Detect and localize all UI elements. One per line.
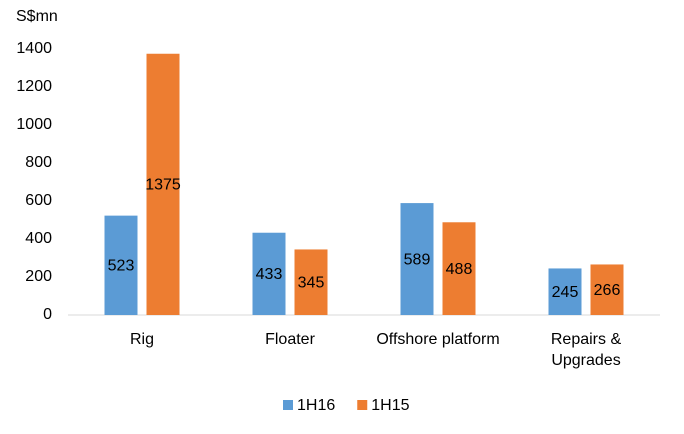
data-label: 433 xyxy=(256,266,283,283)
bar xyxy=(442,222,476,315)
x-tick-label: Rig xyxy=(129,331,154,348)
x-tick-label: Repairs & Upgrades xyxy=(550,331,622,369)
y-tick-label: 1000 xyxy=(16,116,52,133)
bar xyxy=(146,53,180,315)
y-tick-label: 400 xyxy=(25,230,52,247)
y-tick-label: 1400 xyxy=(16,40,52,57)
bar xyxy=(400,203,434,315)
data-label: 266 xyxy=(594,282,621,299)
y-axis-label: S$mn xyxy=(16,8,58,25)
data-label: 523 xyxy=(108,258,135,275)
bar xyxy=(104,215,138,315)
y-tick-label: 0 xyxy=(43,306,52,323)
legend-swatch xyxy=(283,400,293,410)
bar xyxy=(548,268,582,315)
bar xyxy=(294,249,328,315)
data-label: 589 xyxy=(404,251,431,268)
x-tick-label: Floater xyxy=(265,331,315,348)
data-label: 488 xyxy=(446,261,473,278)
legend-swatch xyxy=(357,400,368,410)
data-label: 245 xyxy=(552,284,579,301)
y-tick-label: 200 xyxy=(25,268,52,285)
x-tick-label: Offshore platform xyxy=(376,331,500,348)
y-tick-label: 1200 xyxy=(16,78,52,95)
bar xyxy=(252,232,286,315)
data-label: 345 xyxy=(298,274,325,291)
y-tick-label: 800 xyxy=(25,154,52,171)
legend-label: 1H16 xyxy=(297,397,335,414)
y-tick-label: 600 xyxy=(25,192,52,209)
data-label: 1375 xyxy=(145,177,181,194)
bar xyxy=(590,264,624,315)
legend-label: 1H15 xyxy=(371,397,409,414)
